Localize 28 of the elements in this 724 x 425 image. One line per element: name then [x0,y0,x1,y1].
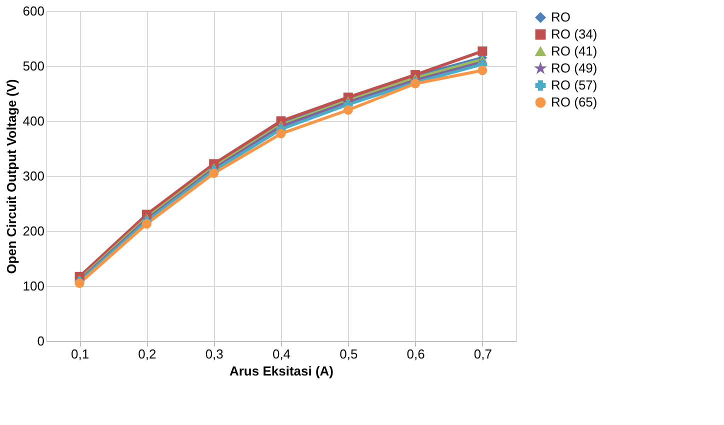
point [478,46,488,56]
y-tick-label: 300 [22,168,44,184]
x-tick-label: 0,4 [272,346,291,362]
y-tick-label: 100 [22,278,44,294]
point [209,168,219,178]
x-axis-title: Arus Eksitasi (A) [229,364,334,378]
legend-label: RO (57) [551,78,598,92]
y-axis-title: Open Circuit Output Voltage (V) [4,79,19,274]
point [343,105,353,115]
x-tick-label: 0,1 [71,346,90,362]
x-tick-label: 0,7 [474,346,492,362]
y-tick-label: 600 [22,4,44,18]
legend-label: RO (34) [551,26,598,42]
legend-label: RO [551,10,570,24]
legend-label: RO (41) [551,44,598,58]
x-tick-label: 0,2 [138,346,156,362]
y-tick-label: 0 [37,334,44,348]
legend-label: RO (65) [551,94,598,110]
x-tick-label: 0,6 [406,346,425,362]
point [276,128,286,138]
point [478,66,488,76]
legend-label: RO (49) [551,60,598,76]
y-tick-label: 200 [22,224,44,238]
x-tick-label: 0,5 [340,346,358,362]
point [142,219,152,229]
x-tick-label: 0,3 [205,346,224,362]
y-tick-label: 400 [22,114,44,128]
y-tick-label: 500 [22,58,44,74]
